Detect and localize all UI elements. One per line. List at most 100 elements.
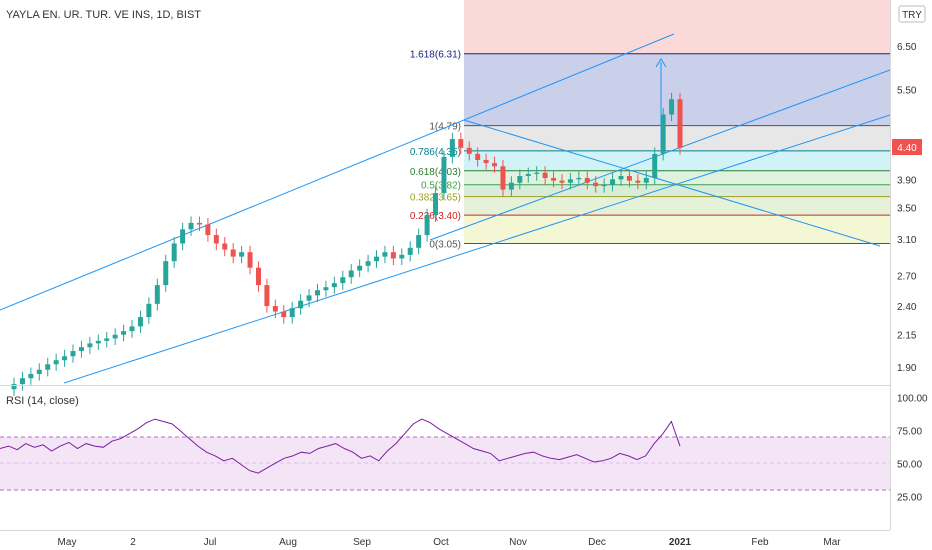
fib-zone-extension xyxy=(464,0,890,54)
rsi-tick-label: 25.00 xyxy=(897,493,922,504)
time-tick-label: Mar xyxy=(823,537,841,548)
candle xyxy=(298,294,304,315)
candle xyxy=(323,280,329,297)
candle xyxy=(416,228,422,255)
candle xyxy=(492,156,498,173)
time-tick-label: 2 xyxy=(130,537,136,548)
fib-level-label: 0.786(4.35) xyxy=(410,147,461,158)
candle xyxy=(70,344,76,363)
candle xyxy=(331,276,337,294)
fib-level-label: 0(3.05) xyxy=(429,239,461,250)
currency-badge[interactable]: TRY xyxy=(898,5,926,23)
price-tick-label: 3.90 xyxy=(897,175,917,186)
time-tick-label: Nov xyxy=(509,537,527,548)
candle xyxy=(635,174,641,190)
candle xyxy=(390,245,396,266)
price-tick-label: 2.40 xyxy=(897,302,917,313)
rsi-title: RSI (14, close) xyxy=(6,395,79,407)
candle xyxy=(449,132,455,164)
candle xyxy=(281,305,287,324)
time-tick-label: Aug xyxy=(279,537,297,548)
channel-line[interactable] xyxy=(63,114,891,384)
fib-retracement-zones xyxy=(464,0,890,244)
candle xyxy=(424,208,430,242)
candle xyxy=(272,299,278,319)
candle xyxy=(222,237,228,257)
candle xyxy=(433,186,439,222)
candle xyxy=(441,150,447,200)
candle xyxy=(314,283,320,302)
candle xyxy=(365,254,371,273)
candle xyxy=(584,171,590,190)
projection-arrow xyxy=(655,58,667,148)
price-tick-label: 1.90 xyxy=(897,363,917,374)
candlestick-series xyxy=(11,92,683,396)
fib-zone xyxy=(464,196,890,216)
candle xyxy=(669,92,675,122)
candle xyxy=(382,245,388,264)
candle xyxy=(357,259,363,278)
price-tick-label: 6.50 xyxy=(897,42,917,53)
rsi-tick-label: 100.00 xyxy=(897,393,928,404)
time-tick-label: Feb xyxy=(751,537,769,548)
svg-text:TRY: TRY xyxy=(902,10,922,21)
fib-level-label: 0.618(4.03) xyxy=(410,167,461,178)
candle xyxy=(466,141,472,161)
candle xyxy=(104,331,110,348)
candle xyxy=(11,377,17,396)
candle xyxy=(112,328,118,346)
candle xyxy=(171,237,177,268)
candle xyxy=(660,108,666,161)
time-tick-label: Jul xyxy=(204,537,217,548)
candle xyxy=(230,243,236,264)
candle xyxy=(643,171,649,190)
candle xyxy=(255,261,261,292)
candle xyxy=(567,172,573,190)
candle xyxy=(78,340,84,358)
candle xyxy=(348,264,354,284)
channel-line[interactable] xyxy=(463,119,881,247)
time-tick-label: Sep xyxy=(353,537,371,548)
candle xyxy=(163,254,169,292)
candle xyxy=(601,178,607,193)
time-axis[interactable]: May 2 Jul Aug Sep Oct Nov Dec 2021 Feb Mar xyxy=(0,530,890,549)
channel-line[interactable] xyxy=(429,69,891,241)
candle xyxy=(458,132,464,155)
candle xyxy=(593,176,599,193)
candle xyxy=(542,166,548,185)
candle xyxy=(559,174,565,190)
fib-zone xyxy=(464,184,890,197)
candle xyxy=(475,147,481,167)
candle xyxy=(205,218,211,242)
channel-line[interactable] xyxy=(0,33,675,311)
fib-zone xyxy=(464,215,890,244)
candle xyxy=(610,172,616,192)
fib-zone xyxy=(464,150,890,171)
time-tick-label: Dec xyxy=(588,537,606,548)
price-axis[interactable]: 6.50 5.50 3.90 3.50 3.10 2.70 2.40 2.15 1.90 100… xyxy=(890,0,929,530)
candle xyxy=(576,171,582,186)
svg-text:4.40: 4.40 xyxy=(897,143,917,154)
candle xyxy=(374,250,380,268)
rsi-tick-label: 75.00 xyxy=(897,426,922,437)
candle xyxy=(53,353,59,371)
rsi-tick-label: 50.00 xyxy=(897,460,922,471)
fib-zone xyxy=(464,125,890,151)
candle xyxy=(62,349,68,367)
candle xyxy=(121,324,127,342)
fib-zone xyxy=(464,53,890,126)
candle xyxy=(652,147,658,185)
candle xyxy=(289,301,295,324)
candle xyxy=(188,216,194,236)
candle xyxy=(196,216,202,232)
rsi-line xyxy=(0,418,681,474)
candle xyxy=(525,167,531,183)
trend-channels[interactable] xyxy=(0,33,891,384)
rsi-pane: RSI (14, close) xyxy=(0,395,890,491)
candle xyxy=(154,278,160,311)
candle xyxy=(306,288,312,308)
candle xyxy=(534,166,540,181)
candle xyxy=(137,310,143,333)
candle xyxy=(517,169,523,190)
